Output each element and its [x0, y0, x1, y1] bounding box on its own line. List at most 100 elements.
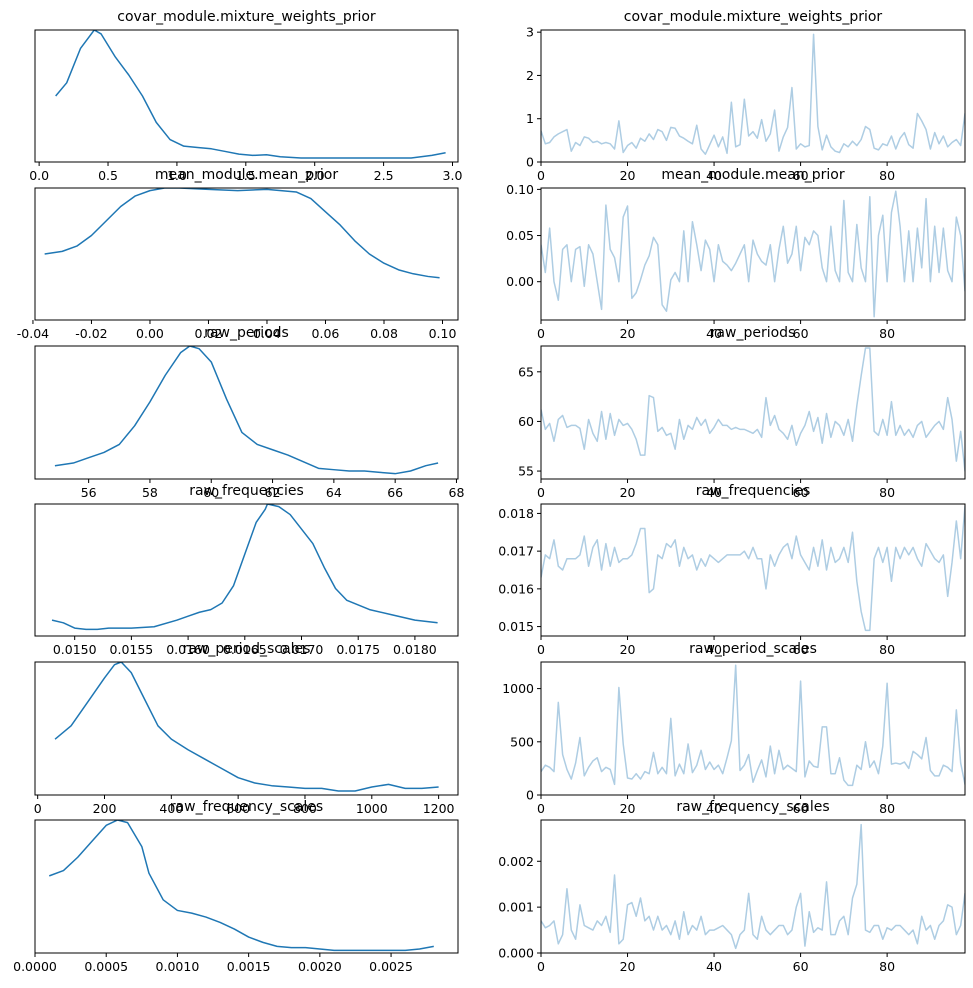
x-tick-label: 1200	[423, 801, 455, 816]
subplot-title: raw_frequency_scales	[170, 799, 323, 815]
y-tick-label: 1	[526, 111, 534, 126]
y-tick-label: 1000	[502, 681, 534, 696]
x-tick-label: 60	[793, 642, 809, 657]
subplot-title: raw_frequencies	[189, 483, 304, 499]
y-tick-label: 0.017	[498, 544, 534, 559]
x-tick-label: 60	[793, 801, 809, 816]
y-tick-label: 0.002	[498, 854, 534, 869]
x-tick-label: 2.5	[374, 168, 394, 183]
axes-frame	[540, 503, 966, 637]
x-tick-label: 0.0170	[280, 642, 324, 657]
x-tick-label: 0.0	[29, 168, 49, 183]
y-tick-label: 0.05	[506, 228, 534, 243]
series-line	[55, 30, 446, 159]
x-tick-label: 80	[879, 959, 895, 974]
x-tick-label: 0.0025	[369, 959, 413, 974]
x-tick-label: 0	[537, 801, 545, 816]
x-tick-label: 0.0180	[393, 642, 437, 657]
series-line	[541, 505, 965, 632]
x-tick-label: 58	[142, 485, 158, 500]
x-tick-label: 800	[293, 801, 317, 816]
x-tick-label: 0.0150	[53, 642, 97, 657]
x-tick-label: 0.5	[98, 168, 118, 183]
x-tick-label: 0.0165	[223, 642, 267, 657]
x-tick-label: 80	[879, 168, 895, 183]
x-tick-label: 0	[537, 642, 545, 657]
x-tick-label: 0	[537, 959, 545, 974]
x-tick-label: 20	[620, 801, 636, 816]
x-tick-label: 0.0020	[298, 959, 342, 974]
x-tick-label: 0	[537, 326, 545, 341]
x-tick-label: 80	[879, 485, 895, 500]
series-line	[54, 346, 439, 475]
x-tick-label: 40	[706, 959, 722, 974]
axes-frame	[540, 187, 966, 321]
x-tick-label: 62	[265, 485, 281, 500]
y-tick-label: 2	[526, 68, 534, 83]
series-line	[54, 662, 439, 792]
axes-frame	[540, 29, 966, 163]
axes-frame	[34, 345, 459, 480]
series-line	[541, 664, 965, 787]
y-tick-label: 65	[518, 364, 534, 379]
y-tick-label: 0.10	[506, 182, 534, 197]
x-tick-label: 20	[620, 642, 636, 657]
x-tick-label: 68	[449, 485, 465, 500]
x-tick-label: 2.0	[305, 168, 325, 183]
y-tick-label: 500	[510, 734, 534, 749]
axes-frame	[34, 503, 459, 637]
axes-frame	[34, 187, 459, 321]
x-tick-label: 200	[93, 801, 117, 816]
x-tick-label: -0.02	[75, 326, 107, 341]
subplot-title: raw_frequency_scales	[676, 799, 829, 815]
x-tick-label: 64	[326, 485, 342, 500]
subplot-4: 56 58 60 62 64 66 68 raw_periods	[34, 325, 465, 500]
x-tick-label: 60	[793, 959, 809, 974]
y-tick-label: 60	[518, 414, 534, 429]
x-tick-label: 60	[793, 485, 809, 500]
y-tick-label: 0.018	[498, 506, 534, 521]
subplot-title: covar_module.mixture_weights_prior	[624, 9, 883, 25]
x-tick-label: 0.0160	[166, 642, 210, 657]
y-tick-label: 3	[526, 25, 534, 40]
series-line	[48, 820, 434, 952]
series-line	[541, 347, 965, 472]
x-tick-label: 0.0155	[110, 642, 154, 657]
y-tick-label: 0.000	[498, 946, 534, 961]
x-tick-label: 60	[203, 485, 219, 500]
subplot-title: raw_period_scales	[689, 641, 817, 657]
x-tick-label: 0.0000	[13, 959, 57, 974]
subplot-5: 0 20 40 60 80 55 60 65 raw_periods	[518, 325, 966, 500]
x-tick-label: 80	[879, 642, 895, 657]
x-tick-label: 66	[387, 485, 403, 500]
subplot-title: raw_periods	[711, 325, 796, 341]
subplot-6: 0.0150 0.0155 0.0160 0.0165 0.0170 0.0175 0.01…	[34, 483, 459, 657]
x-tick-label: 0	[34, 801, 42, 816]
subplot-title: raw_periods	[204, 325, 289, 341]
subplot-2: -0.04 -0.02 0.00 0.02 0.04 0.06 0.08 0.10 mean_m…	[17, 167, 459, 341]
x-tick-label: 80	[879, 326, 895, 341]
x-tick-label: 0.0015	[227, 959, 271, 974]
x-tick-label: 0.0005	[84, 959, 128, 974]
x-tick-label: 20	[620, 168, 636, 183]
x-tick-label: 0.02	[195, 326, 223, 341]
axes-frame	[540, 819, 966, 954]
axes-frame	[540, 345, 966, 480]
x-tick-label: 60	[793, 168, 809, 183]
subplot-title: covar_module.mixture_weights_prior	[117, 9, 376, 25]
subplot-10: 0.0000 0.0005 0.0010 0.0015 0.0020 0.0025 raw_…	[13, 799, 459, 974]
x-tick-label: 600	[226, 801, 250, 816]
y-tick-label: 0.015	[498, 619, 534, 634]
x-tick-label: 0.10	[429, 326, 457, 341]
y-tick-label: 0.00	[506, 274, 534, 289]
x-tick-label: 60	[793, 326, 809, 341]
series-line	[44, 188, 440, 279]
x-tick-label: 0	[537, 168, 545, 183]
x-tick-label: 20	[620, 326, 636, 341]
x-tick-label: 400	[159, 801, 183, 816]
x-tick-label: 20	[620, 959, 636, 974]
x-tick-label: 20	[620, 485, 636, 500]
subplot-title: raw_frequencies	[696, 483, 811, 499]
x-tick-label: 1000	[356, 801, 388, 816]
